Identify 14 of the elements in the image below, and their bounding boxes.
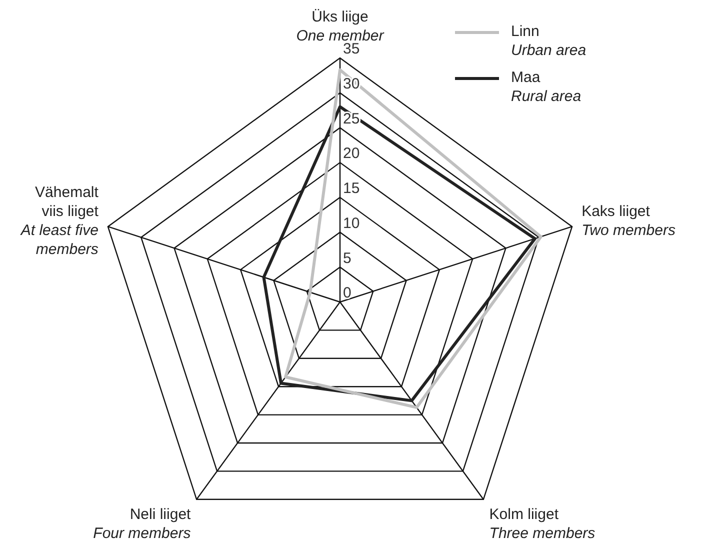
spoke-label: Kolm liiget Three members — [489, 506, 596, 542]
spoke-label: Neli liiget Four members — [93, 506, 192, 542]
legend-label: Linn Urban area — [511, 22, 586, 60]
y-tick-label: 5 — [343, 250, 352, 267]
y-tick-label: 20 — [343, 145, 360, 162]
spoke-label: Vähemalt viis liiget At least five members — [20, 184, 100, 258]
legend-label: Maa Rural area — [511, 68, 582, 106]
y-tick-label: 0 — [343, 284, 352, 302]
spoke-label: Kaks liiget Two members — [582, 203, 676, 240]
y-tick-label: 35 — [343, 40, 360, 58]
y-tick-label: 25 — [343, 110, 360, 128]
y-tick-label: 30 — [343, 76, 360, 92]
y-tick-label: 10 — [343, 214, 360, 232]
y-tick-label: 15 — [343, 180, 360, 198]
